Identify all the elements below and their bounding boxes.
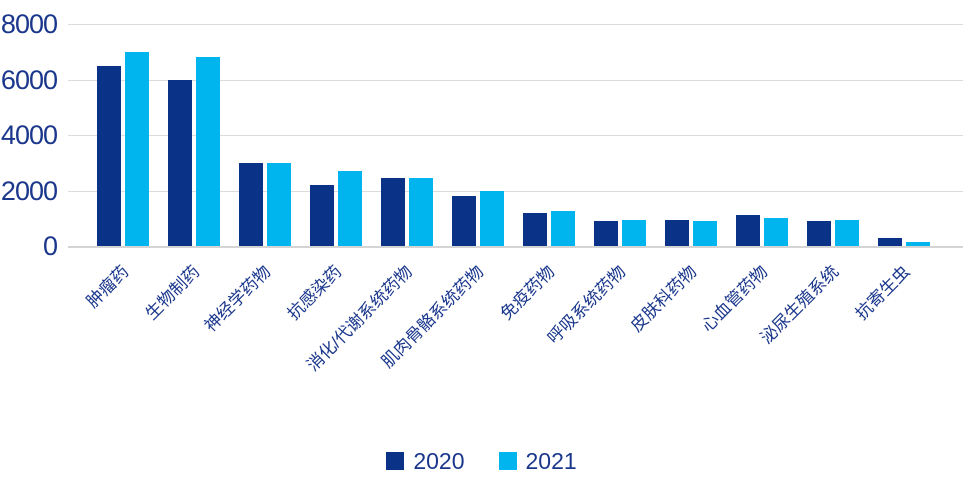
y-axis-tick-label: 2000 xyxy=(0,175,58,206)
bar-2020-肌肉骨骼系统药物 xyxy=(452,196,476,246)
bar-2021-皮肤科药物 xyxy=(693,221,717,246)
bar-2020-皮肤科药物 xyxy=(665,219,689,246)
legend-swatch-2020 xyxy=(386,452,405,470)
bar-2021-呼吸系统药物 xyxy=(622,219,646,246)
legend-item-2021: 2021 xyxy=(498,448,577,474)
bar-2020-肿瘤药 xyxy=(97,65,121,246)
bar-2020-神经学药物 xyxy=(239,162,263,246)
chart-legend: 2020 2021 xyxy=(0,449,963,473)
gridline xyxy=(68,24,963,25)
bar-2021-肌肉骨骼系统药物 xyxy=(480,190,504,246)
bar-2021-心血管药物 xyxy=(764,218,788,246)
legend-swatch-2021 xyxy=(498,452,517,470)
y-axis-tick-label: 4000 xyxy=(0,120,58,150)
bar-2021-抗感染药 xyxy=(338,171,362,246)
bar-2020-生物制药 xyxy=(168,79,192,246)
bar-2021-生物制药 xyxy=(196,57,220,246)
gridline xyxy=(68,190,963,192)
bar-2021-神经学药物 xyxy=(267,162,291,246)
bar-2020-免疫药物 xyxy=(523,212,547,246)
bar-2021-免疫药物 xyxy=(551,211,575,246)
y-axis-tick-label: 8000 xyxy=(0,9,58,39)
x-axis-label: 神经学药物 xyxy=(200,262,275,336)
bar-2021-泌尿生殖系统 xyxy=(835,219,859,246)
bar-2021-消化/代谢系统药物 xyxy=(409,178,433,246)
x-axis-label: 抗寄生虫 xyxy=(851,262,914,324)
bar-2021-肿瘤药 xyxy=(125,51,149,246)
y-axis-tick-label: 6000 xyxy=(0,64,58,95)
gridline xyxy=(68,79,963,81)
bar-2020-心血管药物 xyxy=(736,215,760,246)
legend-item-2020: 2020 xyxy=(386,448,465,474)
legend-label-2021: 2021 xyxy=(525,448,577,474)
gridline xyxy=(68,135,963,136)
x-axis-line xyxy=(68,246,963,248)
x-axis-label: 心血管药物 xyxy=(697,262,772,336)
x-axis-label: 肿瘤药 xyxy=(82,262,133,312)
bar-2020-抗感染药 xyxy=(310,184,334,246)
legend-label-2020: 2020 xyxy=(413,448,465,474)
bar-2020-消化/代谢系统药物 xyxy=(381,178,405,246)
x-axis-label: 皮肤科药物 xyxy=(626,262,701,336)
x-axis-label: 免疫药物 xyxy=(496,262,559,324)
x-axis-label: 生物制药 xyxy=(141,262,204,324)
bar-2021-抗寄生虫 xyxy=(906,241,930,246)
bar-2020-泌尿生殖系统 xyxy=(807,221,831,246)
y-axis-tick-label: 0 xyxy=(42,231,58,261)
x-axis-label: 抗感染药 xyxy=(283,262,346,324)
bar-2020-抗寄生虫 xyxy=(878,237,902,246)
bar-2020-呼吸系统药物 xyxy=(594,221,618,246)
